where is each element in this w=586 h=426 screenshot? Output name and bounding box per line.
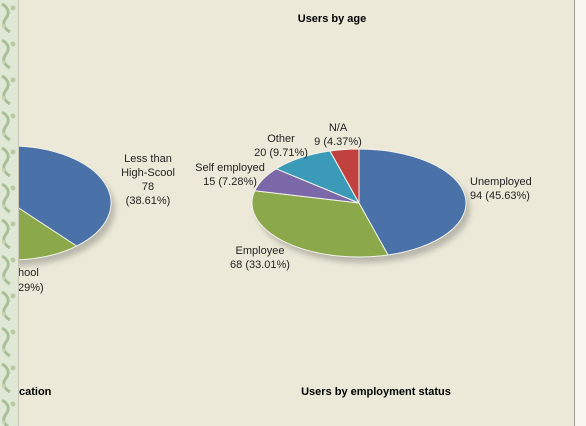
- pie-slice: [358, 148, 467, 256]
- slice-value-label: 29%): [18, 282, 44, 294]
- pie-slice: [251, 190, 389, 258]
- pie-slice: [10, 145, 112, 247]
- slice-value-label: 20 (9.71%): [254, 147, 308, 159]
- pie-slice: [329, 148, 360, 205]
- slice-label: Employee: [236, 245, 285, 257]
- slice-label: Self employed: [195, 162, 265, 174]
- slice-value-label: 9 (4.37%): [314, 136, 362, 148]
- left-border: [0, 0, 18, 426]
- right-border: [575, 0, 586, 426]
- slice-label: Less than High-Scool: [121, 153, 175, 179]
- slice-label: hool: [18, 267, 39, 279]
- slice-label: N/A: [329, 122, 348, 134]
- slice-value-label: 94 (45.63%): [470, 190, 530, 202]
- heading: Users by employment status: [301, 386, 451, 398]
- slice-value-label: 68 (33.01%): [230, 259, 290, 271]
- heading: Users by age: [298, 13, 366, 25]
- slice-label: Unemployed: [470, 176, 532, 188]
- heading: cation: [19, 386, 52, 398]
- slice-label: Other: [267, 133, 295, 145]
- slice-value-label: 15 (7.28%): [203, 176, 257, 188]
- slice-value-label: 78 (38.61%): [126, 181, 171, 207]
